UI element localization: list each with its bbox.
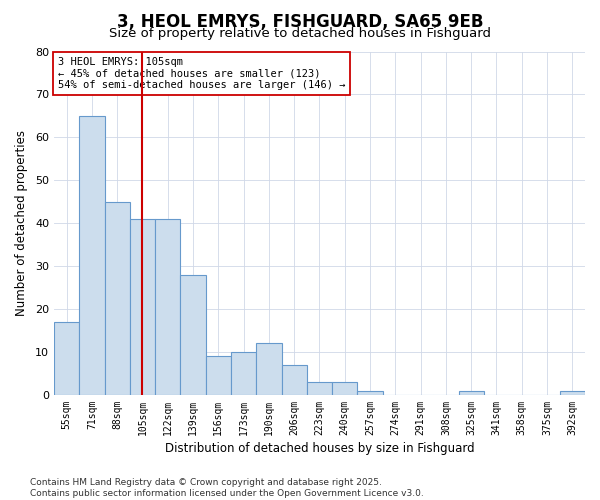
Bar: [231, 352, 256, 395]
Text: 3 HEOL EMRYS: 105sqm
← 45% of detached houses are smaller (123)
54% of semi-deta: 3 HEOL EMRYS: 105sqm ← 45% of detached h…: [58, 57, 345, 90]
Bar: [256, 344, 281, 395]
Bar: [181, 274, 206, 395]
Y-axis label: Number of detached properties: Number of detached properties: [15, 130, 28, 316]
Text: 3, HEOL EMRYS, FISHGUARD, SA65 9EB: 3, HEOL EMRYS, FISHGUARD, SA65 9EB: [117, 12, 483, 30]
Bar: [358, 390, 383, 395]
Bar: [307, 382, 332, 395]
Text: Size of property relative to detached houses in Fishguard: Size of property relative to detached ho…: [109, 28, 491, 40]
Bar: [206, 356, 231, 395]
Bar: [458, 390, 484, 395]
Bar: [79, 116, 104, 395]
Text: Contains HM Land Registry data © Crown copyright and database right 2025.
Contai: Contains HM Land Registry data © Crown c…: [30, 478, 424, 498]
Bar: [155, 219, 181, 395]
X-axis label: Distribution of detached houses by size in Fishguard: Distribution of detached houses by size …: [164, 442, 474, 455]
Bar: [130, 219, 155, 395]
Bar: [281, 365, 307, 395]
Bar: [560, 390, 585, 395]
Bar: [54, 322, 79, 395]
Bar: [332, 382, 358, 395]
Bar: [104, 202, 130, 395]
